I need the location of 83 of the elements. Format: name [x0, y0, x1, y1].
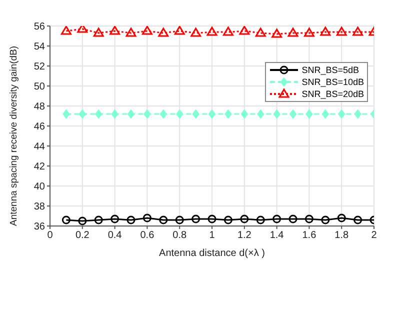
- point: [144, 110, 151, 118]
- point: [240, 110, 248, 118]
- point: [176, 110, 184, 118]
- point: [224, 110, 232, 118]
- point: [126, 216, 136, 224]
- y-tick-label: 44: [34, 142, 46, 153]
- x-axis-title: Antenna distance d(×λ ): [159, 248, 265, 259]
- point: [224, 216, 232, 224]
- point: [208, 110, 216, 118]
- y-axis-title: Antenna spacing receive diversity gain(dB): [8, 46, 20, 226]
- point: [190, 28, 202, 37]
- y-tick-label: 40: [34, 182, 46, 193]
- legend-label: SNR_BS=10dB: [302, 77, 364, 87]
- point: [290, 110, 296, 118]
- point: [273, 110, 280, 118]
- y-tick-label: 36: [34, 222, 46, 233]
- point: [240, 214, 249, 224]
- point: [142, 26, 152, 35]
- point: [78, 110, 86, 118]
- point: [288, 214, 298, 224]
- y-tick-label: 50: [34, 82, 46, 93]
- point: [62, 110, 70, 118]
- point: [320, 26, 331, 36]
- point: [304, 214, 314, 224]
- x-tick-label: 0.6: [140, 230, 155, 242]
- point: [288, 28, 298, 37]
- point: [239, 26, 250, 35]
- point: [256, 216, 265, 224]
- point: [352, 26, 364, 36]
- x-tick-label: 0.2: [75, 230, 90, 242]
- point: [94, 216, 103, 224]
- point: [222, 26, 234, 36]
- point: [354, 216, 362, 224]
- point: [128, 110, 134, 118]
- x-tick-label: 0: [47, 230, 54, 242]
- y-tick-label: 48: [34, 102, 46, 113]
- point: [159, 216, 168, 224]
- point: [192, 214, 200, 224]
- point: [306, 110, 313, 118]
- point: [175, 216, 184, 224]
- point: [206, 26, 218, 36]
- x-tick-label: 1.4: [270, 230, 284, 242]
- y-tick-label: 56: [34, 22, 46, 33]
- point: [272, 214, 282, 224]
- point: [158, 28, 169, 37]
- y-tick-label: 54: [34, 42, 46, 53]
- point: [338, 110, 346, 118]
- point: [110, 26, 120, 35]
- point: [160, 110, 167, 118]
- point: [192, 110, 200, 118]
- point: [337, 214, 346, 222]
- y-tick-label: 38: [34, 202, 46, 213]
- legend-label: SNR_BS=20dB: [302, 89, 364, 99]
- point: [93, 28, 104, 37]
- x-tick-label: 1.8: [334, 230, 349, 242]
- point: [111, 110, 118, 118]
- point: [60, 26, 72, 35]
- point: [174, 26, 185, 35]
- legend-label: SNR_BS=5dB: [302, 65, 359, 75]
- y-tick-label: 46: [34, 122, 46, 133]
- point: [336, 26, 347, 36]
- point: [354, 110, 362, 118]
- point: [78, 216, 87, 226]
- point: [304, 28, 314, 37]
- point: [321, 216, 330, 224]
- point: [95, 110, 102, 118]
- x-tick-label: 2: [371, 230, 378, 242]
- x-tick-label: 0.8: [172, 230, 187, 242]
- y-tick-label: 52: [34, 62, 46, 73]
- x-tick-label: 0.4: [108, 230, 122, 242]
- y-tick-label: 42: [34, 162, 46, 173]
- point: [126, 28, 136, 37]
- x-tick-label: 1: [209, 230, 216, 242]
- x-tick-label: 1.6: [302, 230, 317, 242]
- x-tick-label: 1.2: [237, 230, 252, 242]
- point: [257, 110, 264, 118]
- point: [208, 214, 216, 224]
- point: [142, 214, 152, 222]
- point: [110, 214, 120, 224]
- point: [272, 28, 282, 38]
- point: [322, 110, 329, 118]
- point: [255, 28, 266, 37]
- point: [62, 216, 70, 224]
